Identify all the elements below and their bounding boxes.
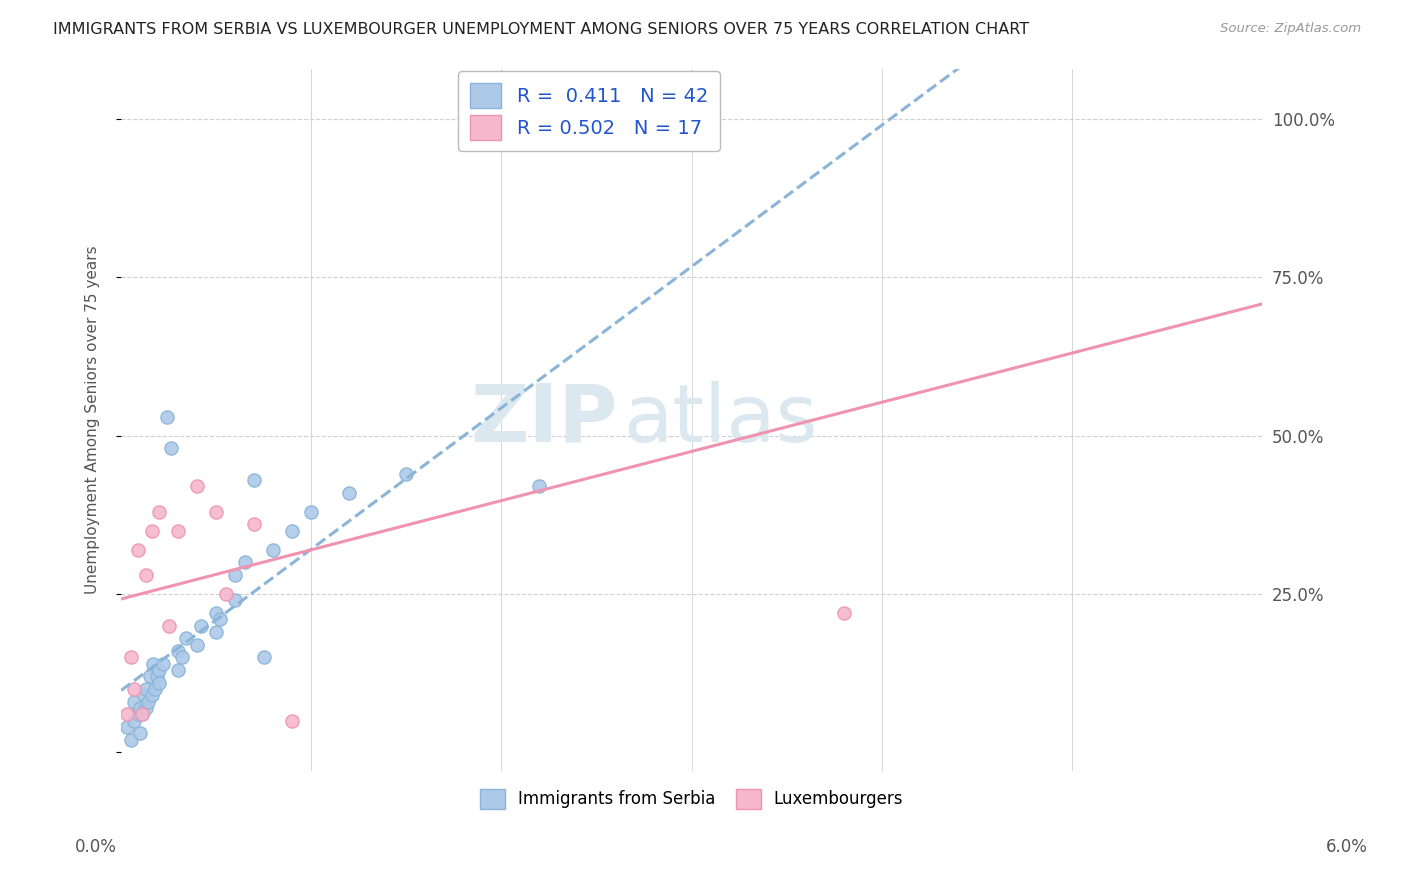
Point (124, 681, 146, 696)
Point (529, 479, 551, 493)
Point (131, 707, 153, 722)
Point (115, 720, 138, 734)
Point (186, 479, 208, 493)
Point (253, 650, 276, 665)
Point (233, 556, 256, 570)
Point (299, 505, 322, 519)
Point (142, 657, 165, 671)
Point (224, 568, 246, 582)
Point (148, 675, 170, 690)
Point (131, 707, 153, 722)
Point (529, 112, 551, 127)
Legend: Immigrants from Serbia, Luxembourgers: Immigrants from Serbia, Luxembourgers (474, 782, 910, 816)
Point (186, 638, 208, 652)
Point (120, 732, 142, 747)
Point (124, 714, 146, 728)
Point (132, 689, 155, 703)
Point (124, 695, 146, 709)
Point (281, 524, 304, 538)
Text: atlas: atlas (623, 381, 817, 459)
Point (243, 473, 266, 487)
Point (157, 619, 180, 633)
Point (395, 467, 418, 481)
Point (129, 726, 152, 740)
Point (167, 524, 190, 538)
Point (167, 644, 190, 658)
Point (281, 714, 304, 728)
Point (148, 663, 170, 677)
Point (141, 689, 163, 703)
Point (167, 663, 190, 677)
Point (146, 669, 169, 683)
Point (143, 681, 166, 696)
Text: IMMIGRANTS FROM SERBIA VS LUXEMBOURGER UNEMPLOYMENT AMONG SENIORS OVER 75 YEARS : IMMIGRANTS FROM SERBIA VS LUXEMBOURGER U… (53, 22, 1029, 37)
Point (215, 587, 238, 601)
Point (262, 542, 284, 557)
Text: 0.0%: 0.0% (75, 838, 117, 855)
Point (120, 650, 142, 665)
Point (208, 612, 231, 626)
Text: 6.0%: 6.0% (1326, 838, 1368, 855)
Point (174, 632, 197, 646)
Point (205, 606, 228, 620)
Point (127, 542, 149, 557)
Text: Source: ZipAtlas.com: Source: ZipAtlas.com (1220, 22, 1361, 36)
Point (205, 505, 228, 519)
Point (135, 568, 157, 582)
Point (170, 650, 193, 665)
Point (190, 619, 212, 633)
Point (159, 442, 181, 456)
Point (156, 409, 179, 424)
Point (832, 606, 855, 620)
Point (115, 707, 138, 722)
Point (135, 681, 157, 696)
Point (148, 505, 170, 519)
Point (141, 524, 163, 538)
Point (136, 695, 159, 709)
Point (243, 517, 266, 532)
Point (337, 485, 360, 500)
Point (205, 625, 228, 640)
Point (127, 707, 149, 722)
Point (129, 701, 152, 715)
Y-axis label: Unemployment Among Seniors over 75 years: Unemployment Among Seniors over 75 years (86, 245, 100, 594)
Point (224, 593, 246, 607)
Point (152, 657, 174, 671)
Point (135, 701, 157, 715)
Point (138, 669, 160, 683)
Text: ZIP: ZIP (470, 381, 617, 459)
